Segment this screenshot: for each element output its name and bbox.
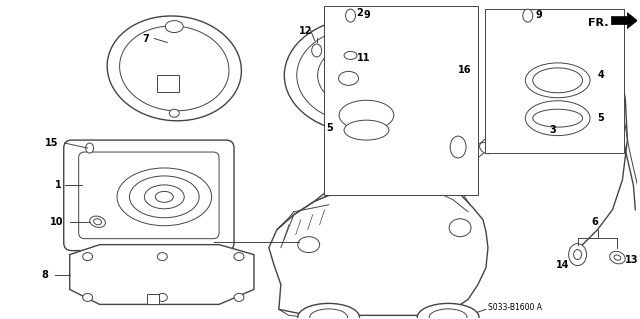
- Ellipse shape: [337, 57, 387, 94]
- FancyBboxPatch shape: [147, 294, 159, 304]
- Ellipse shape: [573, 250, 582, 260]
- Ellipse shape: [120, 26, 229, 111]
- Ellipse shape: [614, 255, 621, 260]
- Text: 5: 5: [598, 113, 604, 123]
- Ellipse shape: [93, 219, 102, 225]
- Ellipse shape: [312, 44, 322, 57]
- Text: 3: 3: [550, 125, 556, 135]
- Text: 12: 12: [299, 26, 312, 35]
- Text: 2: 2: [356, 8, 364, 18]
- Ellipse shape: [523, 9, 532, 22]
- Ellipse shape: [298, 237, 319, 253]
- FancyBboxPatch shape: [79, 152, 219, 239]
- Text: 9: 9: [536, 10, 543, 19]
- Text: 11: 11: [356, 53, 370, 63]
- Ellipse shape: [532, 68, 582, 93]
- Text: 4: 4: [598, 70, 604, 80]
- Ellipse shape: [145, 185, 184, 209]
- Text: 13: 13: [625, 255, 639, 264]
- Ellipse shape: [107, 16, 241, 121]
- FancyBboxPatch shape: [64, 140, 234, 251]
- Ellipse shape: [610, 251, 625, 264]
- Polygon shape: [269, 172, 488, 315]
- Ellipse shape: [170, 109, 179, 117]
- Ellipse shape: [531, 105, 544, 116]
- Ellipse shape: [157, 293, 167, 301]
- Ellipse shape: [356, 72, 367, 79]
- Text: 1: 1: [55, 180, 61, 190]
- Polygon shape: [611, 13, 637, 28]
- Ellipse shape: [83, 293, 93, 301]
- Bar: [485, 9, 625, 153]
- Ellipse shape: [532, 109, 582, 127]
- Text: 10: 10: [50, 217, 63, 227]
- Ellipse shape: [234, 293, 244, 301]
- Ellipse shape: [298, 303, 360, 319]
- Ellipse shape: [297, 27, 426, 123]
- FancyBboxPatch shape: [157, 75, 179, 92]
- Ellipse shape: [317, 43, 405, 108]
- Ellipse shape: [310, 309, 348, 319]
- Ellipse shape: [525, 63, 590, 98]
- Ellipse shape: [156, 191, 173, 202]
- Text: FR.: FR.: [588, 18, 608, 27]
- Ellipse shape: [86, 143, 93, 153]
- Ellipse shape: [525, 101, 590, 136]
- Text: 14: 14: [556, 260, 569, 270]
- Ellipse shape: [165, 21, 183, 33]
- Ellipse shape: [449, 219, 471, 237]
- Ellipse shape: [417, 303, 479, 319]
- Ellipse shape: [284, 18, 438, 133]
- Ellipse shape: [157, 253, 167, 261]
- Text: S033-B1600 A: S033-B1600 A: [488, 303, 542, 312]
- Text: 8: 8: [42, 270, 49, 279]
- Ellipse shape: [344, 51, 357, 59]
- Ellipse shape: [344, 120, 389, 140]
- Ellipse shape: [234, 253, 244, 261]
- Text: 5: 5: [326, 123, 333, 133]
- Text: 9: 9: [364, 10, 370, 19]
- Text: 7: 7: [143, 33, 149, 43]
- Ellipse shape: [351, 67, 372, 83]
- Ellipse shape: [429, 309, 467, 319]
- Ellipse shape: [450, 136, 466, 158]
- Ellipse shape: [445, 83, 454, 94]
- Ellipse shape: [339, 100, 394, 130]
- Ellipse shape: [129, 176, 199, 218]
- Ellipse shape: [581, 63, 594, 74]
- Text: 16: 16: [458, 65, 472, 75]
- Ellipse shape: [339, 71, 358, 85]
- Ellipse shape: [479, 142, 492, 154]
- Text: 15: 15: [45, 138, 58, 148]
- Ellipse shape: [117, 168, 212, 226]
- Ellipse shape: [346, 9, 355, 22]
- Ellipse shape: [90, 216, 106, 227]
- Bar: [324, 6, 478, 195]
- Polygon shape: [70, 245, 254, 304]
- Ellipse shape: [83, 253, 93, 261]
- Text: 6: 6: [591, 217, 598, 227]
- Ellipse shape: [568, 244, 586, 265]
